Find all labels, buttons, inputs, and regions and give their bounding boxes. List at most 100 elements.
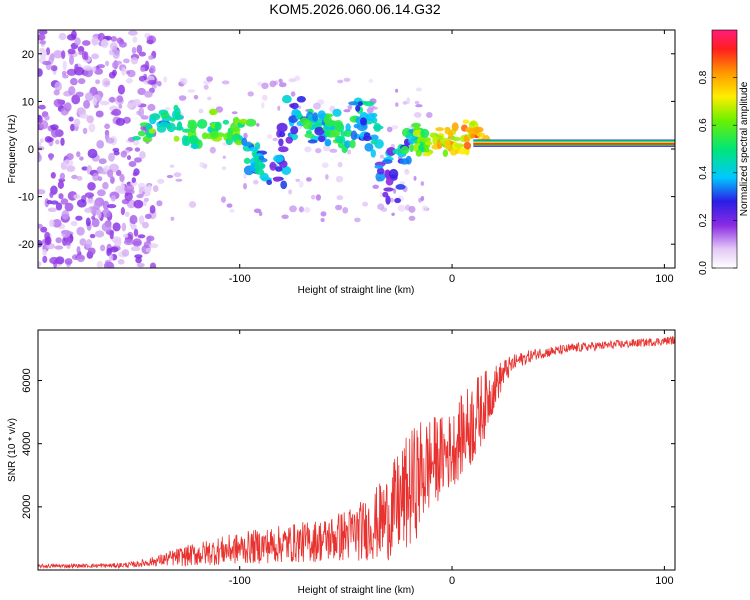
noise-speckle	[68, 116, 74, 122]
y-tick-label: 20	[22, 49, 34, 61]
noise-speckle	[288, 78, 297, 83]
colorbar-tick-label: 0.4	[698, 165, 709, 179]
noise-speckle	[320, 218, 325, 222]
spectral-blob	[318, 135, 326, 143]
noise-speckle	[82, 127, 88, 135]
noise-speckle	[49, 191, 54, 198]
x-tick-label: 100	[655, 273, 673, 285]
noise-speckle	[82, 40, 91, 46]
noise-speckle	[59, 172, 65, 180]
spectral-blob	[330, 129, 341, 138]
noise-speckle	[111, 61, 119, 69]
noise-speckle	[298, 206, 304, 213]
noise-speckle	[50, 65, 58, 72]
spectral-blob	[463, 141, 472, 150]
noise-speckle	[50, 124, 59, 131]
noise-speckle	[277, 105, 281, 111]
noise-speckle	[76, 246, 81, 254]
noise-speckle	[101, 208, 112, 218]
noise-speckle	[136, 44, 143, 54]
spectral-blob	[285, 136, 293, 144]
noise-speckle	[42, 255, 48, 263]
noise-speckle	[304, 146, 312, 153]
noise-speckle	[134, 157, 142, 163]
noise-speckle	[54, 245, 64, 250]
noise-speckle	[64, 102, 72, 112]
noise-speckle	[63, 159, 74, 167]
noise-speckle	[102, 181, 109, 190]
noise-speckle	[66, 153, 74, 161]
noise-speckle	[132, 100, 142, 107]
noise-speckle	[253, 208, 262, 214]
noise-speckle	[148, 55, 154, 60]
noise-speckle	[61, 229, 71, 239]
noise-speckle	[101, 222, 112, 232]
noise-speckle	[53, 98, 63, 108]
snr-panel: -100 0 100 2000 4000 6000 Height of straight…	[7, 329, 676, 596]
noise-speckle	[149, 243, 159, 249]
noise-speckle	[342, 207, 349, 214]
spectral-blob	[254, 162, 265, 171]
spectral-blob	[278, 131, 286, 138]
spectral-blob	[243, 157, 251, 164]
spectral-blob	[345, 123, 351, 132]
noise-speckle	[130, 246, 141, 252]
noise-speckle	[54, 81, 62, 92]
noise-speckle	[127, 30, 138, 36]
colorbar-gradient	[712, 30, 737, 268]
spectral-blob	[160, 112, 170, 119]
noise-speckle	[115, 169, 122, 176]
noise-speckle	[92, 97, 97, 106]
noise-speckle	[65, 236, 72, 246]
noise-speckle	[347, 149, 352, 155]
noise-speckle	[207, 96, 212, 101]
noise-speckle	[114, 239, 122, 247]
noise-speckle	[313, 102, 321, 110]
spectral-band	[473, 140, 675, 142]
noise-speckle	[85, 239, 93, 249]
spectral-blob	[166, 122, 176, 133]
noise-speckle	[62, 60, 67, 71]
noise-speckle	[48, 219, 55, 227]
noise-speckle	[100, 100, 110, 106]
spectral-blob	[465, 127, 474, 133]
spectrogram-y-label: Frequency (Hz)	[7, 115, 18, 184]
snr-x-label: Height of straight line (km)	[298, 585, 415, 596]
spectral-blob	[394, 197, 401, 204]
spectral-blob	[374, 164, 384, 169]
noise-speckle	[61, 210, 70, 220]
spectral-blob	[350, 130, 358, 141]
spectral-blob	[208, 108, 218, 116]
y-tick-label: 6000	[21, 368, 33, 392]
noise-speckle	[132, 36, 138, 43]
spectral-band	[473, 144, 675, 146]
noise-speckle	[91, 215, 96, 220]
spectral-blob	[150, 113, 161, 121]
noise-speckle	[116, 95, 124, 103]
noise-speckle	[74, 63, 79, 72]
noise-speckle	[47, 207, 57, 213]
noise-speckle	[39, 40, 47, 45]
noise-speckle	[58, 32, 67, 41]
spectral-blob	[369, 134, 379, 141]
spectral-blob	[314, 126, 325, 136]
noise-speckle	[67, 48, 76, 55]
noise-speckle	[71, 30, 77, 39]
colorbar-label: Normalized spectral amplitude	[739, 81, 750, 216]
noise-speckle	[81, 50, 87, 60]
noise-speckle	[140, 67, 146, 72]
noise-speckle	[38, 30, 48, 35]
spectral-blob	[279, 160, 288, 168]
noise-speckle	[343, 109, 351, 113]
noise-speckle	[121, 222, 127, 232]
noise-speckle	[256, 123, 260, 127]
noise-speckle	[55, 202, 63, 211]
noise-speckle	[413, 112, 422, 118]
noise-speckle	[402, 101, 408, 105]
spectral-blob	[266, 179, 273, 185]
spectral-blob	[454, 143, 465, 148]
noise-speckle	[163, 76, 168, 83]
noise-speckle	[138, 186, 143, 196]
noise-speckle	[44, 115, 50, 121]
spectral-blob	[366, 113, 375, 121]
